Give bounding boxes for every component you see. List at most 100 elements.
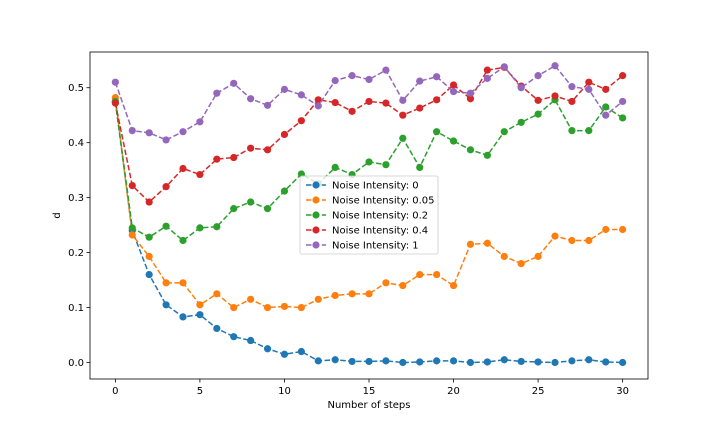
data-point (416, 270, 424, 279)
data-point (534, 96, 542, 104)
data-point (433, 128, 441, 136)
data-point (162, 301, 170, 309)
data-point (280, 302, 289, 311)
series-1 (111, 94, 627, 312)
legend-entry: Noise Intensity: 0.4 (306, 226, 428, 237)
legend-entry: Noise Intensity: 0 (306, 181, 419, 192)
data-point (602, 225, 610, 234)
data-point (280, 350, 289, 358)
data-point (230, 205, 238, 213)
data-point (314, 102, 322, 110)
data-point (517, 84, 525, 92)
data-point (365, 97, 373, 106)
data-point (162, 136, 170, 144)
data-point (382, 66, 390, 74)
data-point (568, 126, 576, 135)
data-point (466, 358, 475, 367)
data-point (213, 324, 221, 333)
data-point (517, 118, 525, 126)
data-point (314, 295, 322, 303)
data-point (382, 279, 390, 287)
data-point (416, 104, 424, 112)
legend-marker (312, 196, 320, 204)
data-point (483, 239, 491, 247)
data-point (179, 279, 187, 287)
y-tick-label: 0.2 (68, 248, 84, 259)
legend-label: Noise Intensity: 0.05 (332, 196, 435, 207)
data-point (382, 161, 390, 169)
data-point (365, 75, 373, 84)
data-point (433, 96, 441, 104)
data-point (128, 126, 136, 135)
series-0 (111, 97, 627, 367)
data-point (179, 236, 187, 245)
data-point (551, 358, 559, 367)
data-point (466, 95, 475, 103)
data-point (263, 101, 272, 109)
data-point (449, 137, 458, 145)
data-point (111, 99, 119, 107)
y-axis-label: d (52, 212, 63, 218)
data-point (585, 85, 593, 93)
legend-label: Noise Intensity: 0.2 (332, 211, 428, 222)
x-tick-label: 0 (112, 386, 118, 397)
data-point (416, 163, 424, 172)
data-point (619, 225, 627, 234)
x-tick-label: 20 (447, 386, 460, 397)
y-tick-label: 0.4 (68, 138, 84, 149)
data-point (483, 151, 491, 159)
data-point (399, 134, 407, 142)
data-point (128, 224, 136, 232)
data-point (551, 62, 559, 70)
data-point (179, 164, 187, 173)
data-point (466, 89, 475, 97)
legend-marker (312, 241, 320, 249)
data-point (331, 163, 339, 172)
data-point (602, 111, 610, 119)
series-4 (111, 62, 627, 144)
x-tick-label: 25 (532, 386, 545, 397)
data-point (230, 303, 238, 312)
data-point (365, 290, 373, 298)
data-point (602, 85, 610, 93)
x-axis-label: Number of steps (327, 400, 410, 411)
data-point (331, 76, 339, 85)
data-point (128, 231, 136, 239)
data-point (280, 130, 289, 139)
legend-marker (312, 226, 320, 234)
data-point (280, 85, 289, 93)
data-point (162, 279, 170, 287)
legend-label: Noise Intensity: 0 (332, 181, 419, 192)
data-point (297, 91, 305, 99)
data-point (433, 357, 441, 365)
data-point (348, 72, 356, 80)
data-point (196, 118, 204, 126)
data-point (314, 96, 322, 104)
data-point (619, 358, 627, 367)
y-tick-label: 0.3 (68, 193, 84, 204)
data-point (602, 103, 610, 111)
data-point (534, 358, 542, 366)
data-point (619, 72, 627, 80)
data-point (449, 81, 458, 89)
data-point (230, 79, 238, 87)
data-point (196, 170, 204, 179)
data-point (331, 356, 339, 364)
data-point (449, 281, 458, 290)
data-point (162, 222, 170, 230)
data-point (247, 144, 255, 152)
data-point (196, 224, 204, 232)
data-point (128, 181, 136, 190)
data-point (314, 357, 322, 365)
data-point (162, 183, 170, 191)
data-point (449, 87, 458, 96)
data-point (619, 114, 627, 122)
data-point (365, 158, 373, 166)
data-point (111, 78, 119, 86)
data-point (213, 89, 221, 97)
data-point (297, 347, 305, 356)
data-point (382, 99, 390, 107)
data-point (619, 97, 627, 106)
